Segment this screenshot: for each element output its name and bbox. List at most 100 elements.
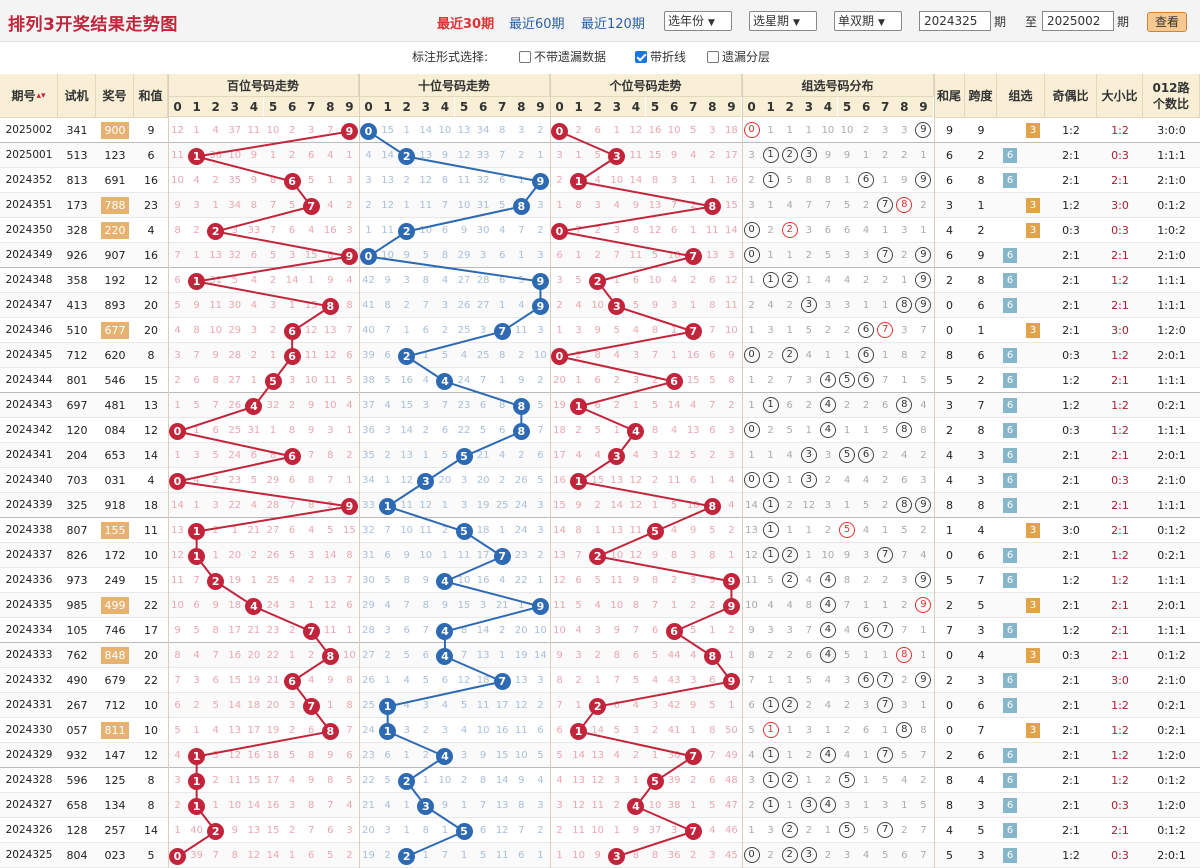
checkbox-icon[interactable] (707, 51, 719, 63)
miss-count: 6 (193, 600, 200, 611)
miss-count: 8 (346, 300, 353, 311)
opt-layer-toggle[interactable]: 遗漏分层 (707, 50, 770, 64)
miss-count: 6 (403, 625, 410, 636)
prize-number: 481 (104, 399, 126, 412)
miss-count: 6 (537, 450, 544, 461)
group-miss-count: 1 (882, 650, 889, 661)
from-issue-input[interactable]: 2024325 (919, 11, 991, 31)
miss-count: 7 (575, 550, 582, 561)
week-select[interactable]: 选星期 ▼ (749, 11, 817, 31)
miss-count: 5 (346, 775, 353, 786)
group-six-badge: 6 (1003, 773, 1017, 788)
miss-count: 8 (288, 425, 296, 436)
digit-header-u-5: 5 (645, 97, 665, 117)
col-issue-header[interactable]: 期号 ▴▾ (0, 74, 58, 118)
road012-cell: 0:1:2 (1157, 824, 1186, 837)
year-select[interactable]: 选年份 ▼ (664, 11, 732, 31)
recent-60-link[interactable]: 最近60期 (509, 17, 565, 32)
span-cell: 5 (977, 824, 985, 837)
miss-count: 5 (193, 400, 200, 411)
miss-count: 11 (419, 525, 433, 536)
odd-even-cell: 1:2 (1062, 374, 1080, 387)
miss-count: 31 (209, 275, 223, 286)
miss-count: 15 (304, 300, 318, 311)
to-label: 至 (1025, 15, 1038, 29)
miss-count: 3 (575, 325, 582, 336)
big-small-cell: 2:1 (1111, 249, 1129, 262)
miss-count: 22 (266, 650, 280, 661)
miss-count: 1 (690, 225, 697, 236)
miss-count: 3 (556, 275, 563, 286)
big-small-cell: 0:3 (1111, 849, 1129, 862)
table-row: 2024330 057 811 10 5 1 4 13 17 19 2 6 8 7 24 1 3 2 3 4 10 16 1… (0, 718, 1200, 743)
opt-line-toggle[interactable]: 带折线 (635, 50, 686, 64)
miss-count: 19 (362, 850, 375, 861)
miss-count: 12 (457, 675, 471, 686)
miss-count: 21 (476, 450, 490, 461)
recent-120-link[interactable]: 最近120期 (581, 17, 645, 32)
opt-no-miss-toggle[interactable]: 不带遗漏数据 (519, 50, 606, 64)
recent-30-link[interactable]: 最近30期 (437, 17, 495, 32)
group-miss-count: 2 (901, 150, 908, 161)
oddeven-select[interactable]: 单双期 ▼ (834, 11, 902, 31)
digit-header-t-5: 5 (454, 97, 474, 117)
miss-count: 3 (594, 625, 601, 636)
miss-count: 25 (266, 575, 280, 586)
miss-count: 15 (495, 750, 509, 761)
test-cell: 985 (66, 599, 88, 612)
miss-count: 1 (690, 725, 697, 736)
miss-count: 11 (228, 775, 242, 786)
sum-cell: 8 (147, 349, 155, 362)
miss-count: 15 (400, 400, 414, 411)
miss-count: 15 (343, 525, 356, 536)
query-button[interactable]: 查看 (1147, 12, 1187, 32)
issue-cell: 2024336 (5, 574, 53, 586)
issue-cell: 2024342 (5, 424, 53, 436)
big-small-cell: 1:2 (1111, 399, 1129, 412)
group-digit-ring: 8 (896, 647, 913, 663)
group-miss-count: 1 (786, 750, 793, 761)
miss-count: 3 (250, 325, 258, 336)
group-digit-ring: 4 (819, 422, 836, 438)
prize-cell: 653 (96, 443, 134, 468)
miss-count: 4 (632, 325, 640, 336)
miss-count: 7 (499, 150, 506, 161)
miss-count: 14 (667, 400, 681, 411)
miss-count: 3 (479, 325, 487, 336)
group-miss-count: 2 (767, 650, 774, 661)
miss-count: 9 (441, 600, 449, 611)
big-small-cell: 2:1 (1111, 499, 1129, 512)
to-issue-input[interactable]: 2025002 (1042, 11, 1114, 31)
miss-count: 8 (632, 850, 640, 861)
checkbox-checked-icon[interactable] (635, 51, 647, 63)
miss-count: 5 (174, 725, 181, 736)
group-miss-count: 1 (748, 275, 755, 286)
miss-count: 12 (171, 550, 184, 561)
group-miss-count: 2 (882, 575, 889, 586)
miss-count: 8 (174, 225, 181, 236)
miss-count: 7 (308, 825, 315, 836)
miss-count: 2 (690, 600, 697, 611)
miss-count: 2 (422, 750, 429, 761)
miss-count: 18 (228, 600, 242, 611)
miss-count: 12 (553, 575, 566, 586)
group-miss-count: 5 (901, 525, 908, 536)
group-miss-count: 4 (843, 750, 851, 761)
table-row: 2024346 510 677 20 4 8 10 29 3 2 6 12 13 7 40 7 1 6 2 25 3 7 1… (0, 318, 1200, 343)
group-miss-count: 1 (862, 800, 870, 811)
group-miss-count: 2 (824, 525, 832, 536)
prize-cell: 788 (96, 193, 134, 218)
test-cell: 826 (66, 549, 88, 562)
big-small-cell: 1:2 (1111, 749, 1129, 762)
miss-count: 8 (422, 825, 429, 836)
miss-count: 3 (537, 250, 544, 261)
miss-count: 11 (323, 625, 337, 636)
winning-ball: 9 (340, 498, 358, 515)
group-miss-count: 1 (862, 600, 870, 611)
group-digit-ring: 2 (781, 572, 798, 588)
miss-count: 8 (308, 475, 315, 486)
checkbox-icon[interactable] (519, 51, 531, 63)
odd-even-cell: 2:1 (1062, 499, 1080, 512)
miss-count: 15 (553, 500, 566, 511)
prize-number: 546 (104, 374, 126, 387)
